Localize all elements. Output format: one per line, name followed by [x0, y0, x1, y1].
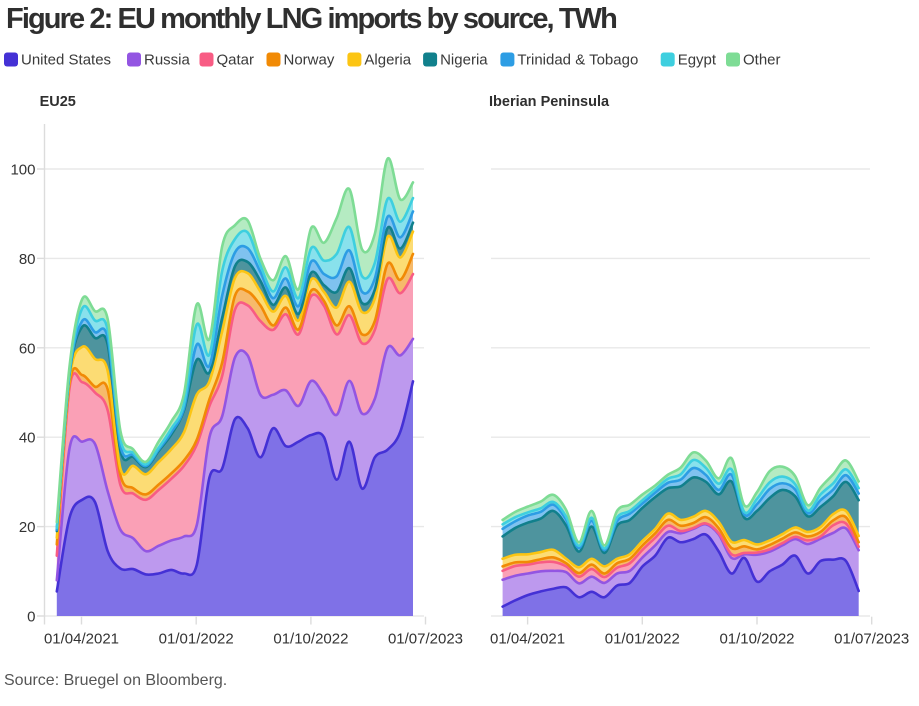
svg-text:Source: Bruegel on Bloomberg.: Source: Bruegel on Bloomberg.	[4, 672, 227, 689]
svg-text:Nigeria: Nigeria	[440, 52, 488, 69]
svg-text:01/07/2023: 01/07/2023	[388, 631, 463, 648]
svg-text:Figure 2: EU monthly LNG impor: Figure 2: EU monthly LNG imports by sour…	[6, 3, 616, 35]
svg-text:01/10/2022: 01/10/2022	[719, 631, 794, 648]
svg-text:Trinidad & Tobago: Trinidad & Tobago	[517, 52, 638, 69]
svg-text:United States: United States	[21, 52, 111, 69]
svg-text:Iberian Peninsula: Iberian Peninsula	[489, 94, 610, 110]
svg-text:Norway: Norway	[284, 52, 335, 69]
svg-text:01/04/2021: 01/04/2021	[490, 631, 565, 648]
svg-text:Algeria: Algeria	[364, 52, 411, 69]
svg-text:100: 100	[10, 162, 35, 179]
svg-text:20: 20	[19, 519, 36, 536]
svg-text:Other: Other	[743, 52, 781, 69]
svg-text:Russia: Russia	[144, 52, 191, 69]
svg-text:60: 60	[19, 340, 36, 357]
svg-text:EU25: EU25	[40, 94, 76, 110]
svg-text:40: 40	[19, 430, 36, 447]
svg-text:0: 0	[27, 609, 35, 626]
svg-text:01/01/2022: 01/01/2022	[159, 631, 234, 648]
svg-text:01/04/2021: 01/04/2021	[44, 631, 119, 648]
svg-text:01/10/2022: 01/10/2022	[273, 631, 348, 648]
svg-text:80: 80	[19, 251, 36, 268]
svg-text:01/01/2022: 01/01/2022	[605, 631, 680, 648]
svg-text:Egypt: Egypt	[678, 52, 717, 69]
svg-text:Qatar: Qatar	[217, 52, 255, 69]
svg-text:01/07/2023: 01/07/2023	[834, 631, 909, 648]
